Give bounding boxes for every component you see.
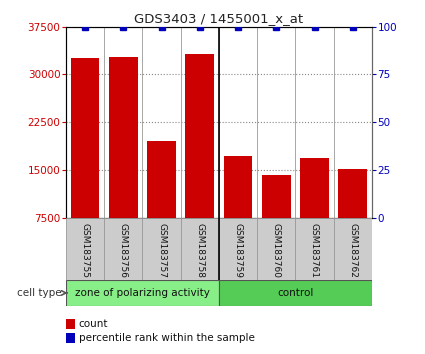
FancyBboxPatch shape — [257, 218, 295, 280]
Text: GSM183757: GSM183757 — [157, 223, 166, 278]
Bar — [147, 141, 176, 218]
Title: GDS3403 / 1455001_x_at: GDS3403 / 1455001_x_at — [134, 12, 303, 25]
Bar — [262, 175, 291, 218]
Text: GSM183759: GSM183759 — [233, 223, 243, 278]
FancyBboxPatch shape — [181, 218, 219, 280]
FancyBboxPatch shape — [104, 218, 142, 280]
Text: GSM183760: GSM183760 — [272, 223, 281, 278]
FancyBboxPatch shape — [295, 218, 334, 280]
Text: GSM183755: GSM183755 — [80, 223, 90, 278]
FancyBboxPatch shape — [334, 218, 372, 280]
Bar — [109, 57, 138, 218]
FancyBboxPatch shape — [66, 280, 219, 306]
Text: GSM183762: GSM183762 — [348, 223, 357, 278]
Text: cell type: cell type — [17, 288, 62, 298]
Text: control: control — [277, 288, 314, 298]
FancyBboxPatch shape — [142, 218, 181, 280]
Bar — [338, 169, 367, 218]
FancyBboxPatch shape — [219, 280, 372, 306]
Bar — [185, 54, 214, 218]
Bar — [300, 159, 329, 218]
Text: percentile rank within the sample: percentile rank within the sample — [79, 333, 255, 343]
Bar — [71, 58, 99, 218]
Text: zone of polarizing activity: zone of polarizing activity — [75, 288, 210, 298]
FancyBboxPatch shape — [66, 218, 104, 280]
Text: GSM183761: GSM183761 — [310, 223, 319, 278]
Text: GSM183756: GSM183756 — [119, 223, 128, 278]
FancyBboxPatch shape — [219, 218, 257, 280]
Text: count: count — [79, 319, 108, 329]
Text: GSM183758: GSM183758 — [195, 223, 204, 278]
Bar — [224, 156, 252, 218]
